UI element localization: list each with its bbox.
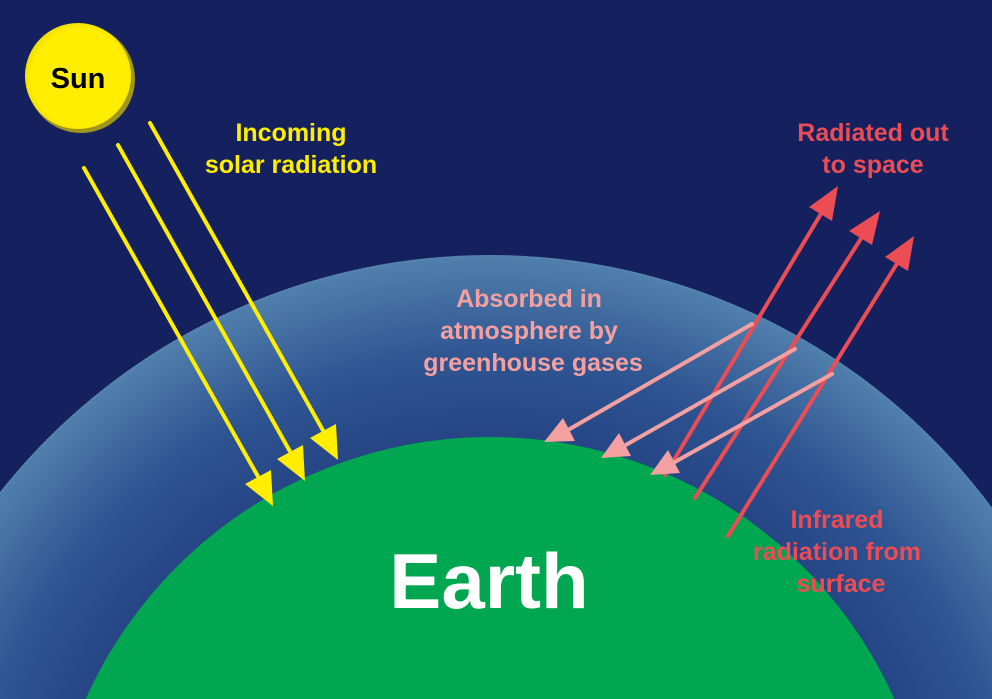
infrared-arrow-1 <box>663 186 838 477</box>
infrared-surface-label: Infrared radiation from surface <box>753 506 921 598</box>
infrared-label-line-2: radiation from <box>753 538 921 566</box>
absorbed-label-line-3: greenhouse gases <box>423 349 643 377</box>
earth-planet <box>85 437 895 699</box>
infrared-label-line-1: Infrared <box>790 506 883 534</box>
solar-arrow-2 <box>116 143 305 481</box>
infrared-arrow-3 <box>726 236 914 538</box>
radiated-label-line-1: Radiated out <box>797 119 949 147</box>
earth-label: Earth <box>389 537 588 625</box>
absorbed-arrow-2 <box>601 347 797 458</box>
infrared-arrow-2 <box>693 211 880 500</box>
sun-icon <box>25 23 131 129</box>
solar-arrow-1 <box>82 166 273 506</box>
infrared-outgoing-arrows <box>663 186 914 538</box>
absorbed-arrows <box>544 322 834 475</box>
incoming-label-line-1: Incoming <box>235 119 346 147</box>
sun-label: Sun <box>51 63 106 95</box>
absorbed-label-line-2: atmosphere by <box>440 317 618 345</box>
infrared-label-line-3: surface <box>797 570 886 598</box>
radiated-out-label: Radiated out to space <box>797 119 949 179</box>
atmosphere-edge <box>0 255 992 511</box>
solar-arrow-3 <box>148 121 338 460</box>
radiated-label-line-2: to space <box>822 151 924 179</box>
incoming-solar-label: Incoming solar radiation <box>205 119 377 179</box>
absorbed-label: Absorbed in atmosphere by greenhouse gas… <box>423 285 643 377</box>
absorbed-arrow-3 <box>650 372 834 475</box>
absorbed-label-line-1: Absorbed in <box>456 285 602 313</box>
absorbed-arrow-1 <box>544 322 754 442</box>
solar-radiation-arrows <box>82 121 338 506</box>
incoming-label-line-2: solar radiation <box>205 151 377 179</box>
